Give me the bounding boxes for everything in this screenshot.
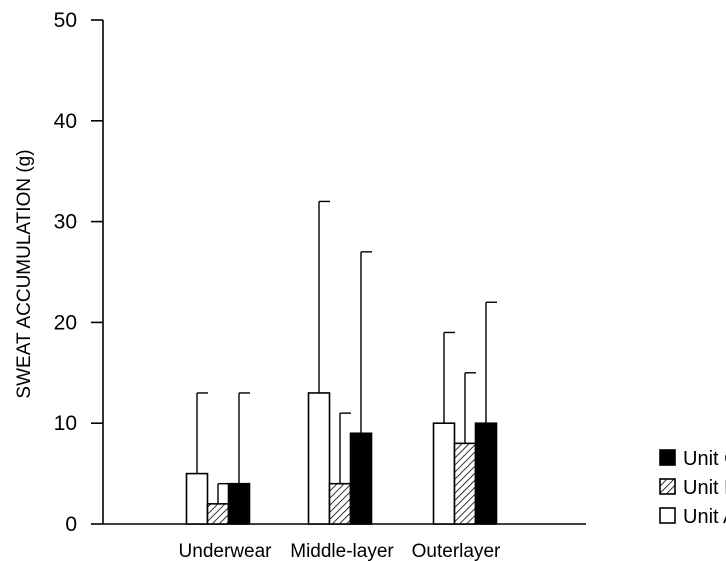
- error-bars: [196, 200, 497, 504]
- bar-unit-b-outerlayer: [453, 442, 477, 525]
- legend-label: Unit A: [683, 506, 726, 528]
- y-ticks: 0 10 20 30 40 50: [54, 9, 103, 536]
- bar-unit-a-underwear: [185, 472, 209, 525]
- bar-unit-c-outerlayer: [474, 422, 498, 525]
- y-tick-label: 20: [54, 311, 77, 334]
- y-tick-label: 30: [54, 211, 77, 234]
- bar-unit-c-middle-layer: [349, 432, 373, 525]
- legend-swatch-unit-c: [659, 449, 676, 466]
- bars: [185, 392, 498, 525]
- y-axis-label: SWEAT ACCUMULATION (g): [14, 149, 35, 398]
- bar-unit-b-middle-layer: [328, 482, 352, 525]
- legend-label: Unit C: [683, 448, 726, 470]
- y-tick-label: 0: [65, 513, 77, 536]
- y-tick-label: 50: [54, 9, 77, 32]
- legend-swatch-unit-b: [659, 478, 676, 495]
- bar-unit-a-outerlayer: [432, 422, 456, 525]
- legend-swatch-unit-a: [659, 507, 676, 524]
- y-tick-label: 10: [54, 412, 77, 435]
- legend: Unit C Unit B Unit A: [659, 448, 726, 528]
- x-tick-label: Underwear: [179, 541, 273, 561]
- x-tick-label: Outerlayer: [412, 541, 501, 561]
- bar-unit-b-underwear: [206, 503, 230, 525]
- bar-unit-c-underwear: [227, 482, 251, 525]
- x-tick-labels: Underwear Middle-layer Outerlayer: [179, 541, 501, 561]
- bar-unit-a-middle-layer: [307, 392, 331, 525]
- legend-label: Unit B: [683, 477, 726, 499]
- y-tick-label: 40: [54, 110, 77, 133]
- x-tick-label: Middle-layer: [290, 541, 394, 561]
